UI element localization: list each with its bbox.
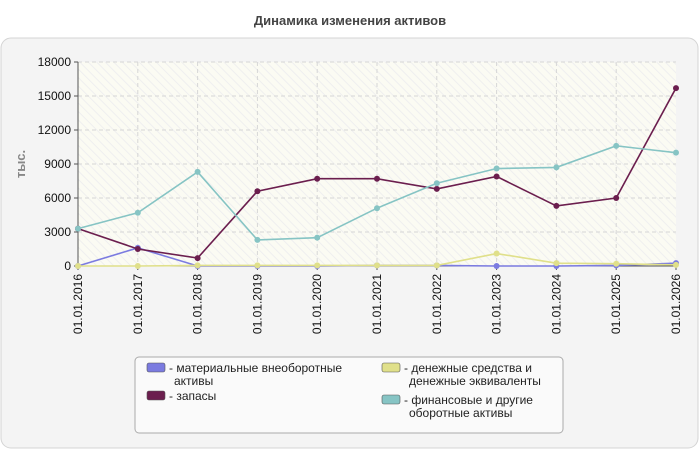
data-point-2-2 <box>194 262 201 269</box>
legend-label-1: - запасы <box>169 389 216 403</box>
data-point-0-7 <box>493 263 500 269</box>
data-point-1-5 <box>374 175 380 182</box>
data-point-3-0 <box>75 225 81 232</box>
legend-box <box>134 356 564 434</box>
data-point-1-1 <box>134 246 141 252</box>
data-point-1-6 <box>433 185 440 192</box>
y-axis-label: тыс. <box>13 150 28 178</box>
legend-label-2: - денежные средства и денежные эквивалент… <box>404 361 541 388</box>
legend-label-0: - материальные внеоборотные активы <box>169 361 342 388</box>
data-point-3-5 <box>374 205 380 212</box>
data-point-2-5 <box>374 262 380 269</box>
data-point-3-6 <box>433 180 440 187</box>
legend-swatch-0 <box>146 362 166 373</box>
data-point-1-9 <box>613 195 620 201</box>
y-tick-label: 15000 <box>38 89 72 103</box>
data-point-3-8 <box>553 164 560 171</box>
legend-swatch-2 <box>381 362 401 373</box>
chart-title: Динамика изменения активов <box>254 13 446 28</box>
x-tick-label: 01.01.2019 <box>250 274 264 334</box>
data-point-3-1 <box>134 209 141 216</box>
data-point-1-8 <box>553 202 560 209</box>
data-point-1-3 <box>254 188 261 195</box>
y-tick-label: 18000 <box>38 55 72 69</box>
data-point-2-8 <box>553 260 560 267</box>
x-tick-label: 01.01.2016 <box>71 274 85 334</box>
y-tick-label: 12000 <box>38 123 72 137</box>
data-point-1-10 <box>673 85 679 92</box>
data-point-1-2 <box>194 255 201 262</box>
legend-swatch-3 <box>381 394 401 405</box>
series <box>75 85 679 269</box>
data-point-1-4 <box>314 175 321 182</box>
data-point-2-7 <box>493 250 500 257</box>
x-tick-label: 01.01.2021 <box>370 274 384 334</box>
data-point-3-7 <box>493 165 500 172</box>
data-point-2-3 <box>254 262 261 269</box>
x-tick-label: 01.01.2024 <box>549 274 563 334</box>
data-point-3-9 <box>613 142 620 149</box>
data-point-2-4 <box>314 262 321 269</box>
legend: - материальные внеоборотные активы- запас… <box>134 356 564 434</box>
legend-swatch-1 <box>146 390 166 401</box>
data-point-2-6 <box>433 262 440 269</box>
data-point-2-1 <box>134 263 141 269</box>
data-point-3-4 <box>314 234 321 241</box>
y-tick-label: 6000 <box>44 191 71 205</box>
x-tick-label: 01.01.2018 <box>191 274 205 334</box>
x-tick-label: 01.01.2026 <box>669 274 683 334</box>
data-point-2-0 <box>75 263 81 269</box>
data-point-3-2 <box>194 168 201 175</box>
x-tick-label: 01.01.2020 <box>310 274 324 334</box>
x-tick-label: 01.01.2022 <box>430 274 444 334</box>
data-point-3-3 <box>254 236 261 243</box>
grid <box>78 61 676 266</box>
data-point-3-10 <box>673 149 679 156</box>
y-tick-label: 3000 <box>44 225 71 239</box>
data-point-2-10 <box>673 261 679 268</box>
x-tick-label: 01.01.2025 <box>609 274 623 334</box>
y-tick-label: 9000 <box>44 157 71 171</box>
data-point-2-9 <box>613 260 620 267</box>
x-tick-label: 01.01.2017 <box>131 274 145 334</box>
legend-label-3: - финансовые и другие оборотные активы <box>404 393 533 420</box>
y-tick-label: 0 <box>64 259 71 273</box>
data-point-1-7 <box>493 173 500 180</box>
x-tick-label: 01.01.2023 <box>490 274 504 334</box>
